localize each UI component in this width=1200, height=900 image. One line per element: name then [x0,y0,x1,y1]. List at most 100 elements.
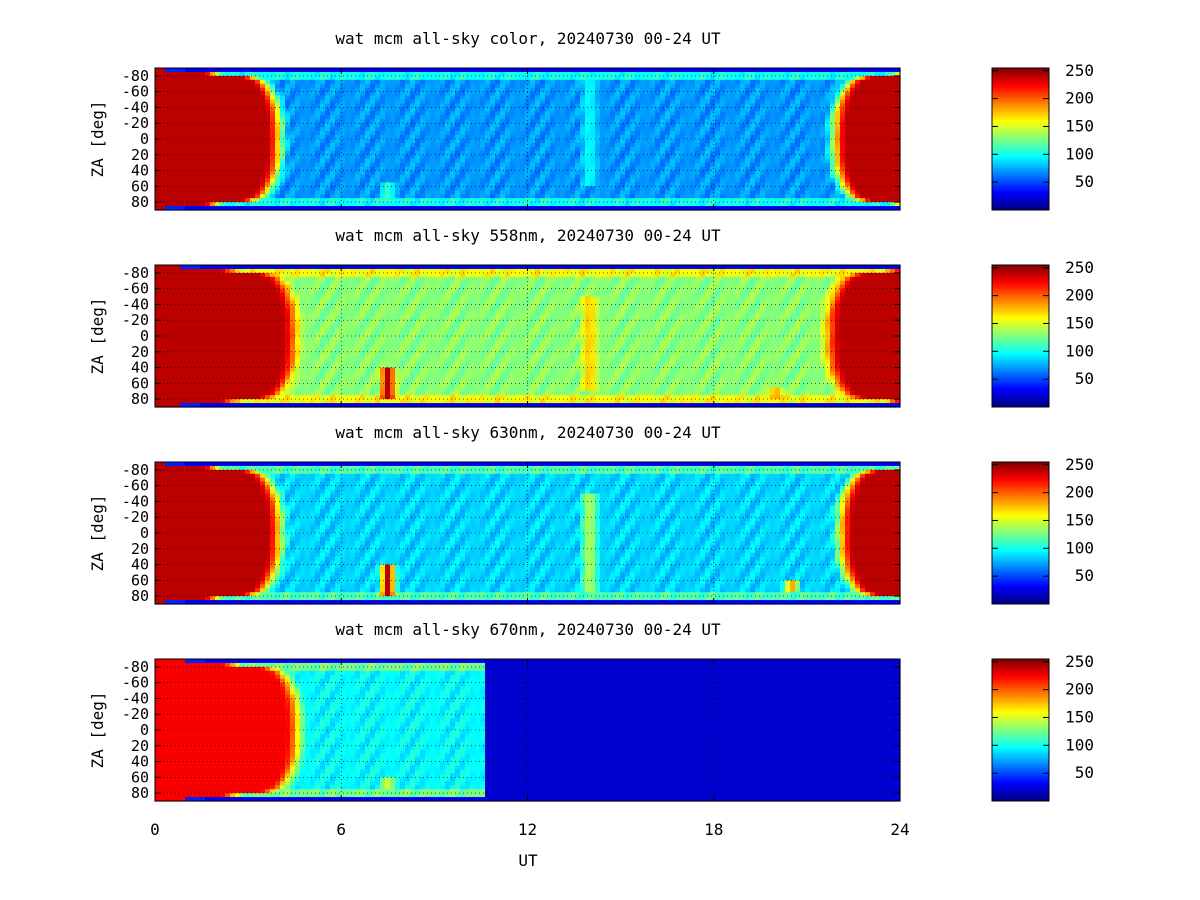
heatmap-cell [675,139,681,144]
heatmap-cell [235,68,241,73]
heatmap-cell [565,139,571,144]
heatmap-cell [190,103,196,109]
heatmap-cell [230,150,236,156]
heatmap-cell [305,107,311,112]
heatmap-cell [840,79,846,85]
heatmap-cell [410,174,416,180]
heatmap-cell [275,142,281,148]
heatmap-cell [665,83,671,89]
heatmap-cell [220,162,226,168]
heatmap-cell [715,135,721,140]
heatmap-cell [190,111,196,116]
heatmap-cell [200,115,206,120]
heatmap-cell [775,111,781,116]
heatmap-cell [400,190,406,195]
heatmap-cell [195,107,201,112]
heatmap-cell [805,170,811,176]
heatmap-cell [405,127,411,132]
heatmap-cell [340,202,346,207]
heatmap-cell [440,158,446,164]
heatmap-cell [515,150,521,156]
heatmap-cell [230,198,236,203]
heatmap-cell [275,174,281,180]
heatmap-cell [570,111,576,116]
heatmap-cell [750,158,756,164]
heatmap-cell [655,119,661,124]
heatmap-cell [175,127,181,132]
heatmap-cell [745,206,751,211]
heatmap-cell [345,194,351,199]
heatmap-cell [205,131,211,136]
heatmap-cell [610,186,616,191]
heatmap-cell [780,103,786,109]
heatmap-cell [555,150,561,156]
heatmap-cell [180,79,186,85]
heatmap-cell [715,198,721,203]
heatmap-cell [795,123,801,128]
heatmap-cell [640,127,646,132]
heatmap-cell [210,139,216,144]
heatmap-cell [795,91,801,97]
heatmap-cell [820,123,826,128]
heatmap-cell [775,79,781,85]
heatmap-cell [445,71,451,77]
heatmap-cell [845,123,851,128]
heatmap-cell [305,206,311,211]
heatmap-cell [820,158,826,164]
heatmap-cell [640,170,646,176]
heatmap-cell [290,103,296,109]
heatmap-cell [425,174,431,180]
heatmap-cell [300,87,306,93]
heatmap-cell [485,142,491,148]
heatmap-cell [740,142,746,148]
heatmap-cell [300,139,306,144]
heatmap-cell [815,71,821,77]
heatmap-cell [745,135,751,140]
heatmap-cell [415,91,421,97]
heatmap-cell [190,79,196,85]
heatmap-cell [485,182,491,187]
heatmap-cell [825,71,831,77]
heatmap-cell [620,71,626,77]
heatmap-cell [695,103,701,109]
heatmap-cell [295,202,301,207]
heatmap-cell [820,186,826,191]
heatmap-cell [765,154,771,160]
heatmap-cell [690,139,696,144]
heatmap-cell [345,206,351,211]
heatmap-cell [730,190,736,195]
heatmap-cell [255,68,261,73]
heatmap-cell [595,139,601,144]
heatmap-cell [620,79,626,85]
heatmap-cell [200,131,206,136]
heatmap-cell [590,75,596,81]
heatmap-cell [825,146,831,152]
heatmap-cell [530,202,536,207]
heatmap-cell [245,87,251,93]
heatmap-cell [595,150,601,156]
heatmap-cell [545,182,551,187]
heatmap-cell [180,99,186,105]
heatmap-cell [830,71,836,77]
heatmap-cell [795,127,801,132]
heatmap-cell [550,115,556,120]
heatmap-cell [300,115,306,120]
heatmap-cell [235,198,241,203]
heatmap-cell [645,170,651,176]
heatmap-cell [575,150,581,156]
heatmap-cell [355,182,361,187]
heatmap-cell [390,150,396,156]
heatmap-cell [720,123,726,128]
heatmap-cell [200,154,206,160]
heatmap-cell [255,103,261,109]
heatmap-cell [365,83,371,89]
heatmap-cell [615,111,621,116]
heatmap-cell [480,202,486,207]
heatmap-cell [315,162,321,168]
heatmap-cell [575,166,581,172]
heatmap-cell [650,139,656,144]
heatmap-cell [570,150,576,156]
heatmap-cell [535,135,541,140]
heatmap-cell [785,182,791,187]
heatmap-cell [690,206,696,211]
